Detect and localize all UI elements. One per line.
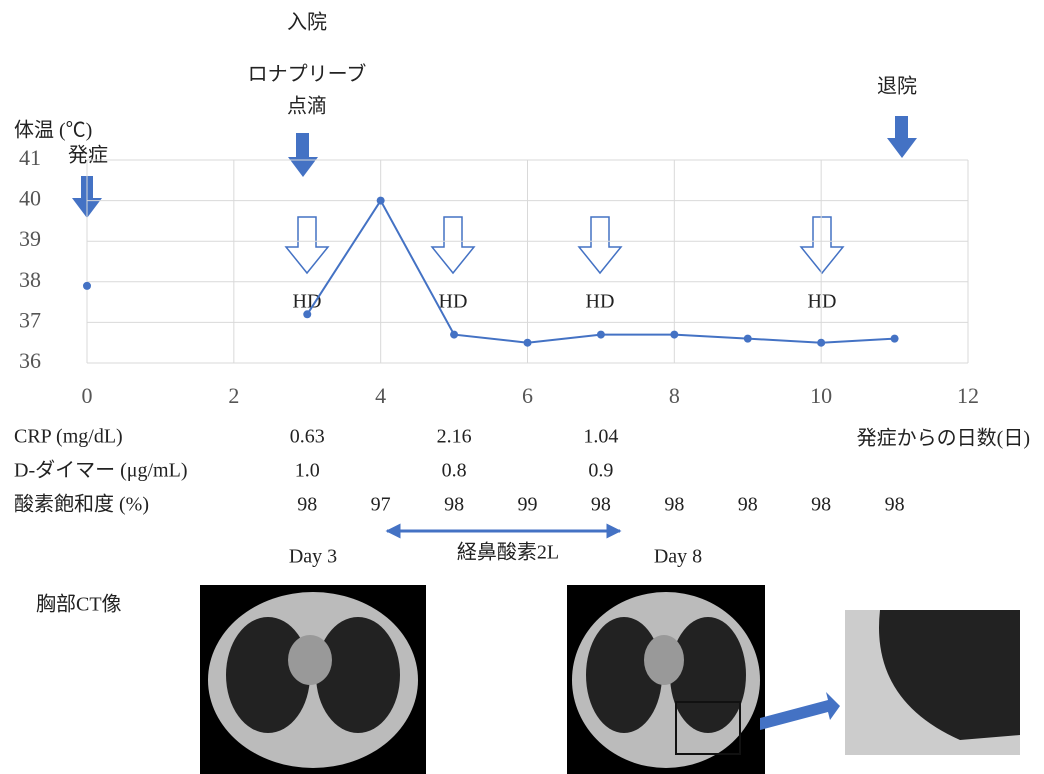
hd-arrow (286, 217, 328, 273)
cell: 0.8 (442, 460, 467, 482)
cell: 1.04 (583, 426, 618, 448)
point (83, 282, 91, 290)
point (597, 331, 605, 339)
y-tick-label: 40 (19, 186, 41, 211)
point (377, 197, 385, 205)
cell: 0.9 (588, 460, 613, 482)
ct-image-day3 (200, 585, 426, 774)
x-tick-label: 0 (82, 383, 93, 408)
zoom-arrow (760, 692, 840, 730)
cell: 98 (297, 494, 317, 516)
hd-label: HD (808, 291, 837, 313)
cell: 98 (664, 494, 684, 516)
x-tick-label: 2 (228, 383, 239, 408)
cell: 98 (738, 494, 758, 516)
ct-day8-label: Day 8 (654, 546, 702, 568)
figure: 体温 (℃) 発症 入院 ロナプリーブ 点滴 退院 発症からの日数(日) HDH… (0, 0, 1044, 774)
row-label: CRP (mg/dL) (14, 426, 123, 448)
cell: 98 (885, 494, 905, 516)
discharge-label: 退院 (877, 75, 917, 98)
point (303, 310, 311, 318)
x-tick-label: 6 (522, 383, 533, 408)
point (817, 339, 825, 347)
point (450, 331, 458, 339)
admission-arrow (288, 133, 318, 177)
discharge-arrow (887, 116, 917, 158)
lab-table: CRP (mg/dL) 0.63 2.16 1.04 D-ダイマー (μg/mL) 1.0… (14, 426, 905, 516)
y-tick-label: 39 (19, 226, 41, 251)
point (670, 331, 678, 339)
ct-title: 胸部CT像 (36, 593, 122, 616)
cell: 0.63 (290, 426, 325, 448)
x-tick-label: 8 (669, 383, 680, 408)
hd-label: HD (586, 291, 615, 313)
ct-image-day8 (567, 585, 765, 774)
onset-label: 発症 (68, 144, 108, 167)
cell: 2.16 (437, 426, 472, 448)
x-tick-label: 10 (810, 383, 832, 408)
y-tick-label: 37 (19, 307, 41, 332)
x-tick-label: 4 (375, 383, 386, 408)
cell: 98 (811, 494, 831, 516)
point (524, 339, 532, 347)
x-axis-label: 発症からの日数(日) (857, 427, 1030, 450)
row-label: 酸素飽和度 (%) (14, 493, 149, 516)
y-axis-label: 体温 (℃) (14, 119, 92, 142)
drug-label: 点滴 (287, 95, 327, 118)
hd-annotations: HD HD HD HD (286, 217, 843, 313)
cell: 97 (371, 494, 391, 516)
cell: 1.0 (295, 460, 320, 482)
x-tick-label: 12 (957, 383, 979, 408)
drug-label: ロナプリーブ (248, 62, 367, 86)
row-label: D-ダイマー (μg/mL) (14, 459, 187, 482)
hd-label: HD (293, 291, 322, 313)
cell: 98 (591, 494, 611, 516)
hd-arrow (432, 217, 474, 273)
y-tick-label: 41 (19, 145, 41, 170)
cell: 98 (444, 494, 464, 516)
hd-arrow (801, 217, 843, 273)
ct-image-zoom (845, 610, 1020, 755)
point (891, 335, 899, 343)
oxygen-label: 経鼻酸素2L (457, 541, 559, 564)
hd-label: HD (439, 291, 468, 313)
y-tick-label: 38 (19, 267, 41, 292)
cell: 99 (518, 494, 538, 516)
point (744, 335, 752, 343)
ct-day3-label: Day 3 (289, 546, 337, 568)
y-tick-label: 36 (19, 348, 41, 373)
admission-label: 入院 (287, 11, 327, 34)
hd-arrow (579, 217, 621, 273)
plot: 36 37 38 39 40 41 0 2 4 6 8 10 12 (19, 145, 979, 408)
